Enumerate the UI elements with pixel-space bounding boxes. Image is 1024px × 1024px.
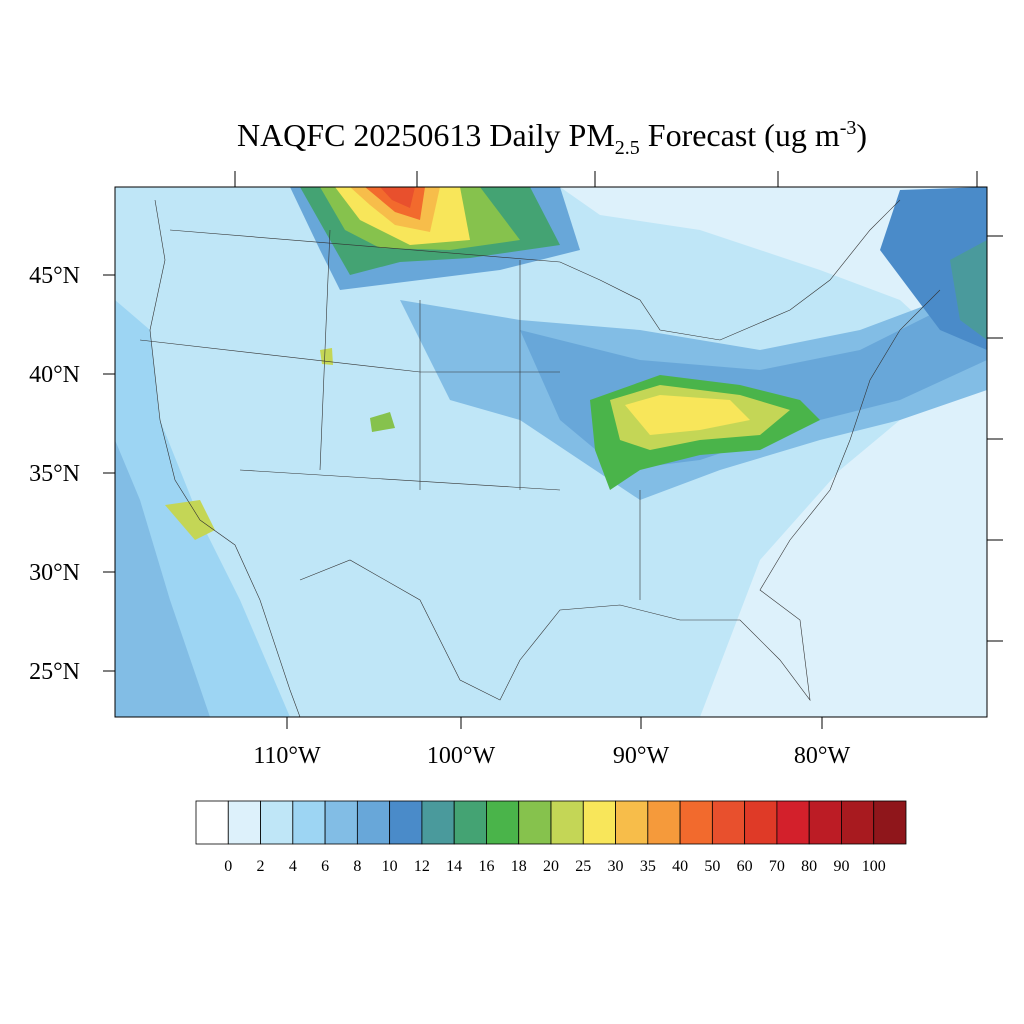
colorbar-box bbox=[486, 800, 520, 845]
colorbar-label: 0 bbox=[224, 858, 232, 875]
colorbar-box bbox=[356, 800, 391, 845]
colorbar-box bbox=[324, 800, 358, 845]
colorbar-label: 30 bbox=[608, 858, 624, 875]
colorbar-box bbox=[453, 800, 487, 845]
lon-label: 100°W bbox=[427, 743, 496, 769]
title-main: NAQFC 20250613 Daily PM bbox=[237, 117, 615, 153]
colorbar-label: 12 bbox=[414, 858, 430, 875]
colorbar-label: 10 bbox=[382, 858, 398, 875]
colorbar-label: 70 bbox=[769, 858, 785, 875]
colorbar-label: 20 bbox=[543, 858, 559, 875]
colorbar-box bbox=[227, 800, 261, 845]
map-field bbox=[115, 187, 987, 717]
colorbar-box bbox=[711, 800, 746, 845]
lat-label: 25°N bbox=[29, 659, 80, 685]
colorbar-label: 35 bbox=[640, 858, 656, 875]
colorbar-box bbox=[679, 800, 713, 845]
colorbar-box bbox=[195, 800, 229, 845]
colorbar-label: 80 bbox=[801, 858, 817, 875]
colorbar-label: 50 bbox=[704, 858, 720, 875]
title-end: ) bbox=[856, 117, 867, 153]
colorbar-box bbox=[873, 800, 907, 845]
colorbar-label: 16 bbox=[478, 858, 494, 875]
colorbar-box bbox=[260, 800, 294, 845]
colorbar-box bbox=[518, 800, 552, 845]
colorbar-box bbox=[841, 800, 875, 845]
colorbar-box bbox=[647, 800, 681, 845]
colorbar-label: 14 bbox=[446, 858, 462, 875]
colorbar-label: 4 bbox=[289, 858, 297, 875]
colorbar-label: 18 bbox=[511, 858, 527, 875]
lat-label: 45°N bbox=[29, 263, 80, 289]
map-frame bbox=[114, 186, 988, 718]
colorbar-box bbox=[582, 800, 616, 845]
colorbar-box bbox=[550, 800, 584, 845]
lon-label: 110°W bbox=[253, 743, 321, 769]
colorbar-box bbox=[744, 800, 778, 845]
title-sup: -3 bbox=[840, 117, 857, 139]
colorbar-label: 40 bbox=[672, 858, 688, 875]
lat-label: 30°N bbox=[29, 560, 80, 586]
title-sub: 2.5 bbox=[615, 137, 640, 159]
colorbar-box bbox=[615, 800, 649, 845]
colorbar-box bbox=[292, 800, 326, 845]
colorbar-label: 60 bbox=[737, 858, 753, 875]
colorbar-label: 6 bbox=[321, 858, 329, 875]
colorbar-box bbox=[808, 800, 842, 845]
lat-label: 40°N bbox=[29, 362, 80, 388]
title: NAQFC 20250613 Daily PM2.5 Forecast (ug … bbox=[237, 117, 867, 159]
title-rest: Forecast (ug m bbox=[640, 117, 840, 153]
colorbar-label: 8 bbox=[353, 858, 361, 875]
boundaries bbox=[139, 199, 941, 717]
lon-label: 90°W bbox=[613, 743, 670, 769]
colorbar-label: 100 bbox=[862, 858, 886, 875]
colorbar-box bbox=[389, 800, 423, 845]
lat-label: 35°N bbox=[29, 461, 80, 487]
colorbar-box bbox=[421, 800, 455, 845]
colorbar-label: 2 bbox=[257, 858, 265, 875]
colorbar-box bbox=[776, 800, 810, 845]
colorbar-label: 90 bbox=[833, 858, 849, 875]
colorbar-label: 25 bbox=[575, 858, 591, 875]
lon-label: 80°W bbox=[794, 743, 851, 769]
